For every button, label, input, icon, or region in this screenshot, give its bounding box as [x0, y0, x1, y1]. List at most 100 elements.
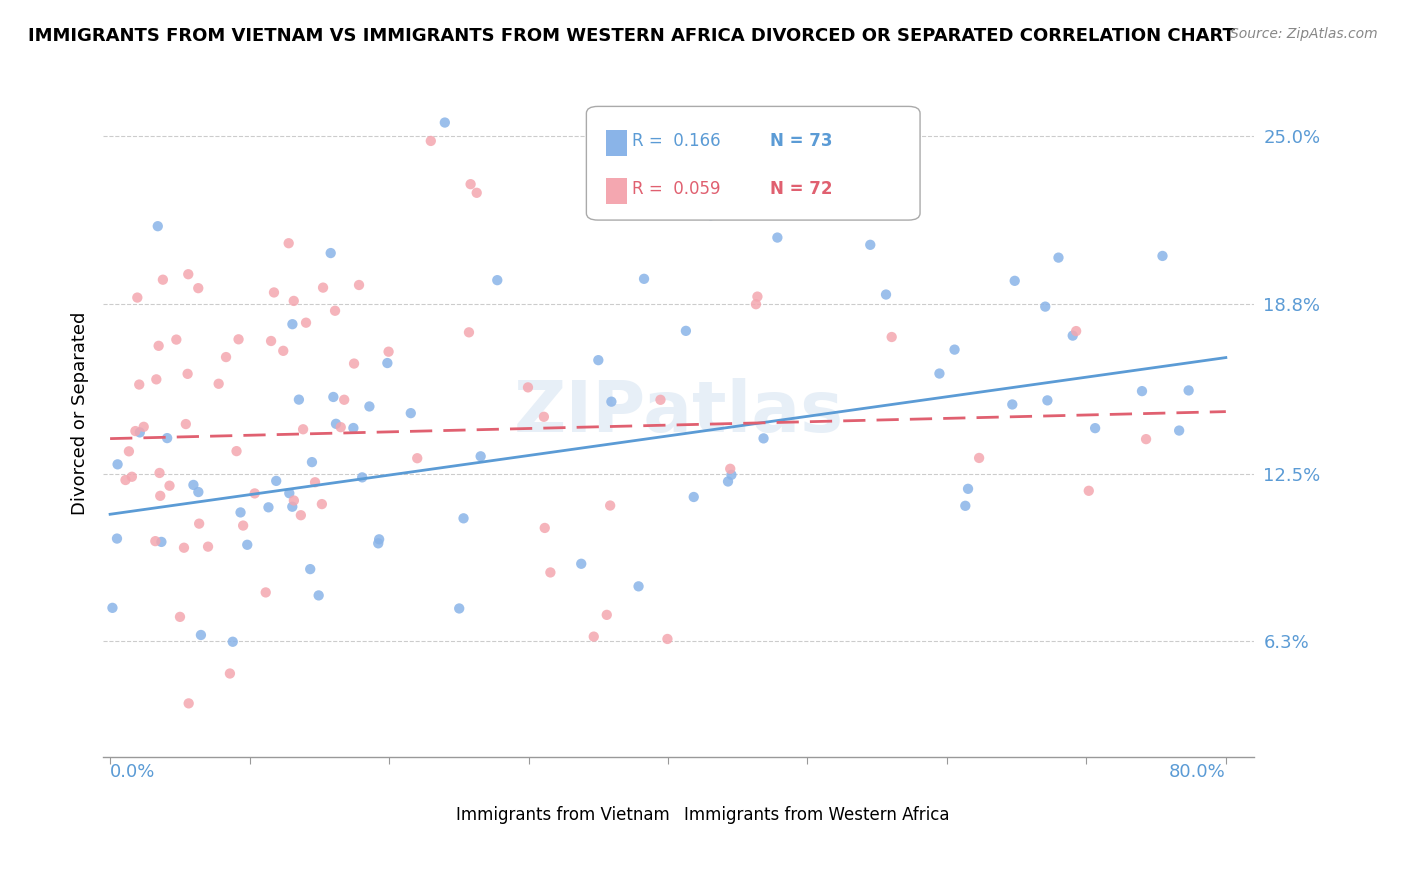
Point — [875, 287, 897, 301]
Point — [322, 390, 344, 404]
Text: R =  0.059: R = 0.059 — [633, 180, 721, 198]
Point — [399, 406, 422, 420]
Point — [465, 186, 488, 200]
Point — [928, 367, 950, 381]
Point — [278, 486, 301, 500]
Point — [600, 394, 623, 409]
Point — [1004, 274, 1026, 288]
Point — [197, 540, 219, 554]
Point — [458, 326, 481, 340]
Point — [533, 521, 555, 535]
Point — [1033, 300, 1056, 314]
Point — [588, 353, 610, 368]
Point — [368, 533, 391, 547]
Point — [128, 425, 150, 440]
Point — [325, 417, 347, 431]
Point — [460, 177, 482, 191]
Point — [1152, 249, 1174, 263]
Point — [517, 380, 540, 394]
FancyBboxPatch shape — [723, 789, 742, 809]
Point — [1130, 384, 1153, 398]
Point — [343, 357, 366, 371]
Point — [323, 303, 346, 318]
Point — [582, 630, 605, 644]
Point — [283, 293, 305, 308]
Point — [176, 367, 198, 381]
Point — [329, 420, 352, 434]
Point — [699, 208, 721, 222]
Point — [190, 628, 212, 642]
Point — [169, 610, 191, 624]
Point — [598, 200, 620, 214]
Point — [406, 451, 429, 466]
Point — [183, 478, 205, 492]
Text: 0.0%: 0.0% — [110, 763, 156, 780]
Point — [657, 632, 679, 646]
Point — [720, 467, 742, 482]
Point — [277, 236, 299, 251]
Point — [633, 272, 655, 286]
Point — [352, 470, 374, 484]
Point — [299, 562, 322, 576]
Point — [449, 601, 471, 615]
Point — [596, 607, 619, 622]
Point — [150, 535, 173, 549]
Point — [304, 475, 326, 490]
Point — [319, 246, 342, 260]
Y-axis label: Divorced or Separated: Divorced or Separated — [72, 311, 89, 515]
Text: 80.0%: 80.0% — [1168, 763, 1226, 780]
Point — [311, 497, 333, 511]
Point — [682, 490, 704, 504]
Point — [599, 499, 621, 513]
Point — [301, 455, 323, 469]
Point — [347, 278, 370, 293]
Point — [377, 344, 399, 359]
Point — [101, 600, 124, 615]
Point — [292, 422, 315, 436]
Point — [177, 697, 200, 711]
Point — [752, 431, 775, 445]
Point — [1001, 397, 1024, 411]
Text: Immigrants from Western Africa: Immigrants from Western Africa — [683, 805, 949, 823]
Point — [165, 333, 187, 347]
Point — [264, 474, 287, 488]
Point — [538, 566, 561, 580]
Point — [173, 541, 195, 555]
FancyBboxPatch shape — [606, 130, 627, 156]
Point — [943, 343, 966, 357]
Point — [263, 285, 285, 300]
Text: N = 72: N = 72 — [770, 180, 832, 198]
Point — [145, 372, 167, 386]
Point — [128, 377, 150, 392]
FancyBboxPatch shape — [606, 178, 627, 204]
Point — [148, 339, 170, 353]
Point — [208, 376, 231, 391]
Point — [152, 273, 174, 287]
Text: R =  0.166: R = 0.166 — [633, 132, 721, 150]
Point — [225, 444, 247, 458]
Point — [453, 511, 475, 525]
Point — [232, 518, 254, 533]
Point — [124, 424, 146, 438]
Point — [367, 536, 389, 550]
Point — [533, 409, 555, 424]
Point — [222, 634, 245, 648]
Point — [290, 508, 312, 523]
Text: Immigrants from Vietnam: Immigrants from Vietnam — [457, 805, 671, 823]
Point — [1077, 483, 1099, 498]
Point — [260, 334, 283, 348]
Point — [281, 317, 304, 331]
Point — [257, 500, 280, 515]
Point — [1177, 384, 1199, 398]
Point — [177, 267, 200, 281]
Point — [1064, 324, 1087, 338]
Point — [359, 400, 381, 414]
Point — [470, 450, 492, 464]
Point — [745, 297, 768, 311]
Point — [967, 450, 990, 465]
Point — [243, 486, 266, 500]
Point — [254, 585, 277, 599]
Point — [283, 493, 305, 508]
Point — [717, 475, 740, 489]
FancyBboxPatch shape — [586, 106, 920, 220]
